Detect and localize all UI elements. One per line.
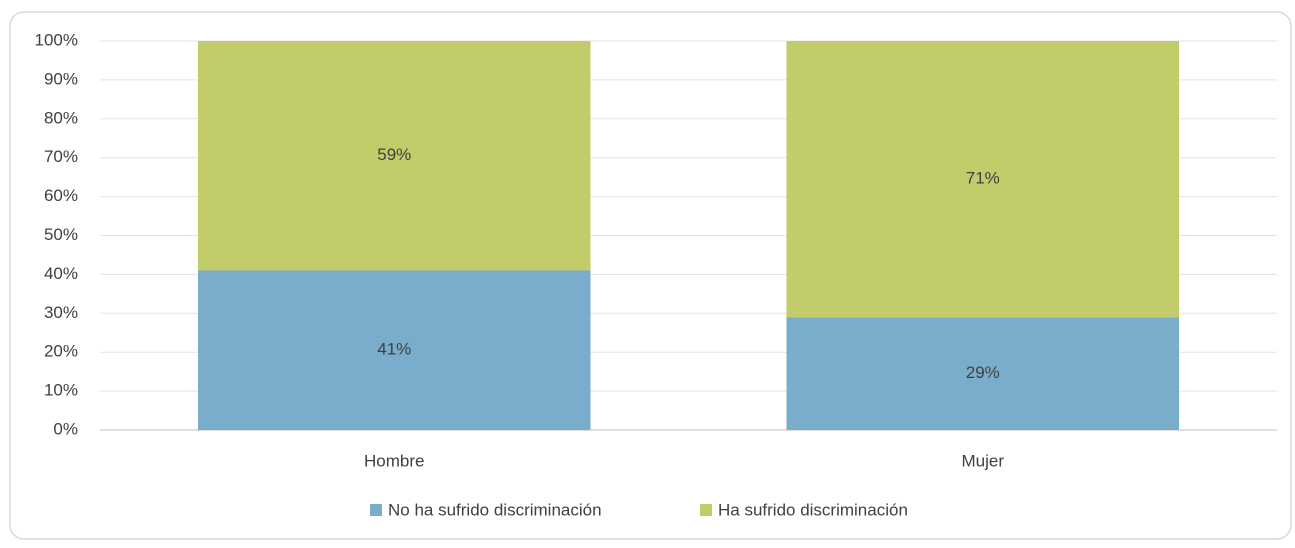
y-tick-label: 70% [44, 147, 78, 166]
y-tick-label: 50% [44, 225, 78, 244]
data-label: 71% [966, 169, 1000, 188]
bar-segment [197, 41, 591, 271]
x-tick-label: Hombre [364, 451, 424, 470]
data-label: 59% [377, 145, 411, 164]
data-label: 41% [377, 340, 411, 359]
legend-swatch [370, 504, 382, 516]
y-tick-label: 10% [44, 381, 78, 400]
bar-segment [197, 270, 591, 430]
legend-label: Ha sufrido discriminación [718, 500, 908, 519]
y-tick-label: 20% [44, 342, 78, 361]
y-tick-label: 40% [44, 264, 78, 283]
bar-segment [786, 41, 1180, 318]
y-tick-label: 0% [53, 419, 78, 438]
y-tick-label: 30% [44, 303, 78, 322]
data-label: 29% [966, 363, 1000, 382]
y-tick-label: 100% [35, 30, 78, 49]
legend-swatch [700, 504, 712, 516]
y-tick-label: 80% [44, 108, 78, 127]
y-tick-label: 60% [44, 186, 78, 205]
legend-label: No ha sufrido discriminación [388, 500, 602, 519]
y-tick-label: 90% [44, 69, 78, 88]
x-tick-label: Mujer [961, 451, 1004, 470]
bar-segment [786, 317, 1180, 430]
